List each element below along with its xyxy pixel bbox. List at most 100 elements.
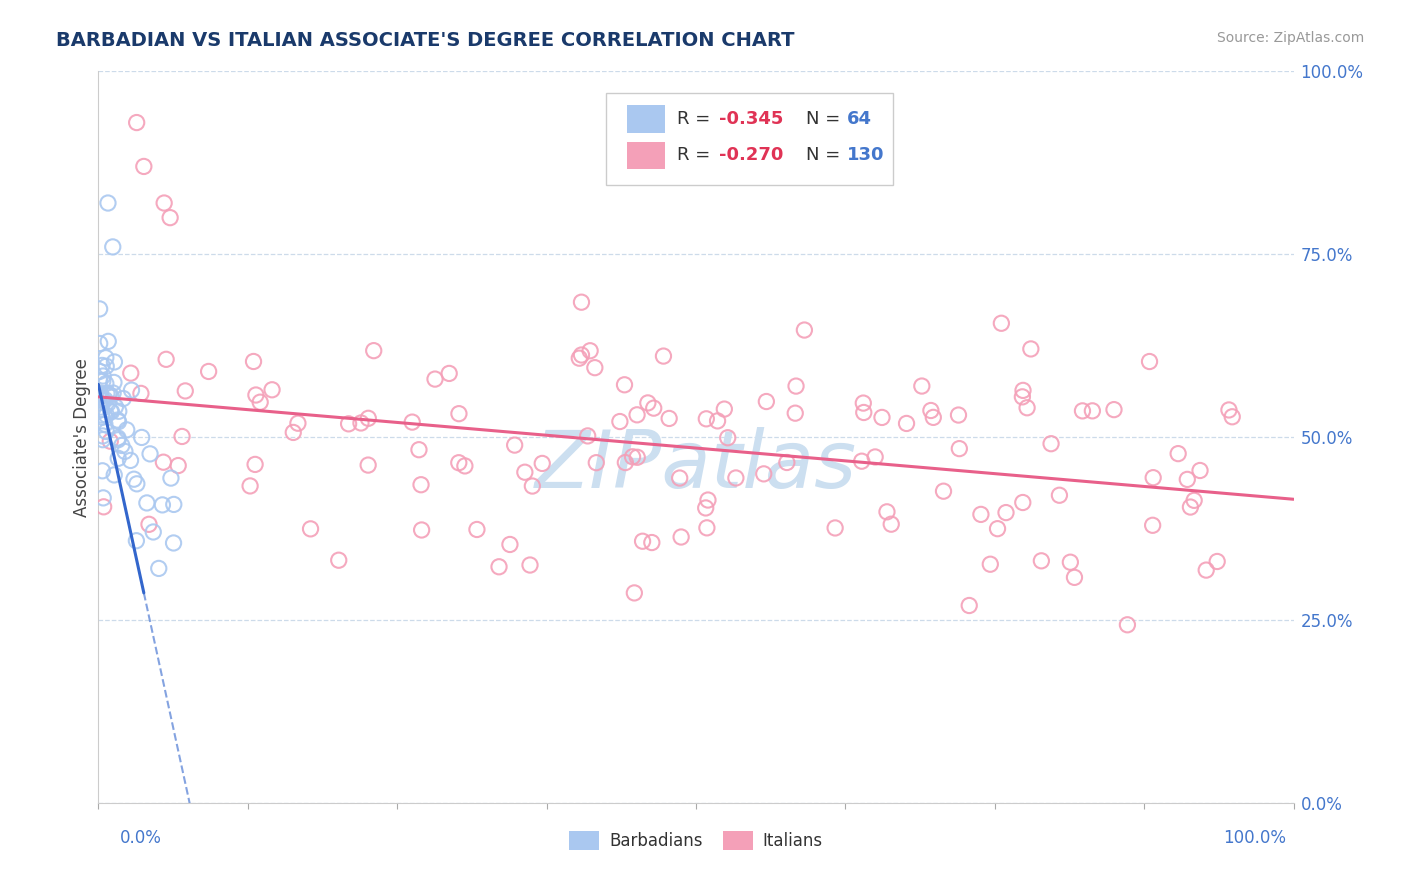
Point [142,524,165,539]
Point [1116,617,1139,632]
Point [107,451,129,466]
Point [409,477,432,491]
Point [94,392,117,407]
Point [1220,409,1243,424]
Point [90,400,112,414]
Point [401,415,423,429]
Point [94,417,117,432]
Point [96,408,118,422]
Point [1195,563,1218,577]
Point [626,450,648,465]
Point [411,523,433,537]
Point [138,517,160,532]
Point [93,393,115,408]
Point [755,394,778,409]
Point [103,376,125,390]
Bar [627,105,665,133]
Point [1142,471,1164,485]
Point [522,479,544,493]
Point [1218,403,1240,417]
Point [94,351,117,365]
Point [1189,463,1212,477]
Point [107,415,129,429]
Point [568,351,591,366]
Point [948,442,970,456]
Point [260,383,283,397]
Point [120,366,142,380]
Point [752,467,775,481]
Point [89,336,111,351]
Point [91,491,114,505]
Point [91,464,114,478]
Point [100,405,122,419]
Point [852,396,875,410]
Point [1175,472,1198,486]
Point [652,349,675,363]
Point [103,355,125,369]
Point [454,458,477,473]
Point [1182,493,1205,508]
Point [583,360,606,375]
Point [114,444,136,458]
Point [437,367,460,381]
Point [159,211,181,225]
Point [986,522,1008,536]
Point [97,334,120,349]
Point [107,413,129,427]
Point [152,455,174,469]
Point [1019,342,1042,356]
Point [579,343,602,358]
Text: N =: N = [806,110,846,128]
Point [717,431,740,445]
Point [776,455,799,469]
Point [91,429,114,443]
Text: R =: R = [676,146,716,164]
Point [197,364,219,378]
Point [995,506,1018,520]
Point [299,522,322,536]
FancyBboxPatch shape [606,94,893,185]
Point [107,431,129,445]
Point [283,425,305,440]
Point [91,374,114,388]
Point [932,484,955,499]
Point [239,479,262,493]
Point [287,416,309,430]
Point [100,404,122,418]
Point [89,390,111,404]
Point [132,160,155,174]
Point [447,407,470,421]
Point [499,537,522,551]
Point [242,354,264,368]
Point [614,456,637,470]
Point [125,476,148,491]
Point [94,376,117,391]
Text: -0.345: -0.345 [718,110,783,128]
Point [89,374,111,388]
Y-axis label: Associate's Degree: Associate's Degree [73,358,91,516]
Point [243,458,266,472]
Point [328,553,350,567]
Point [876,505,898,519]
Text: BARBADIAN VS ITALIAN ASSOCIATE'S DEGREE CORRELATION CHART: BARBADIAN VS ITALIAN ASSOCIATE'S DEGREE … [56,31,794,50]
Point [160,471,183,485]
Point [357,411,380,425]
Point [447,456,470,470]
Point [107,433,129,447]
Text: R =: R = [676,110,716,128]
Point [571,348,593,362]
Text: 100.0%: 100.0% [1223,829,1286,847]
Point [115,423,138,437]
Point [163,497,186,511]
Point [357,458,380,472]
Point [101,240,124,254]
Point [245,388,267,402]
Text: -0.270: -0.270 [718,146,783,164]
Point [785,379,807,393]
Point [125,115,148,129]
Text: 64: 64 [846,110,872,128]
Point [1206,554,1229,568]
Point [101,386,124,401]
Point [870,410,893,425]
Point [713,402,735,417]
